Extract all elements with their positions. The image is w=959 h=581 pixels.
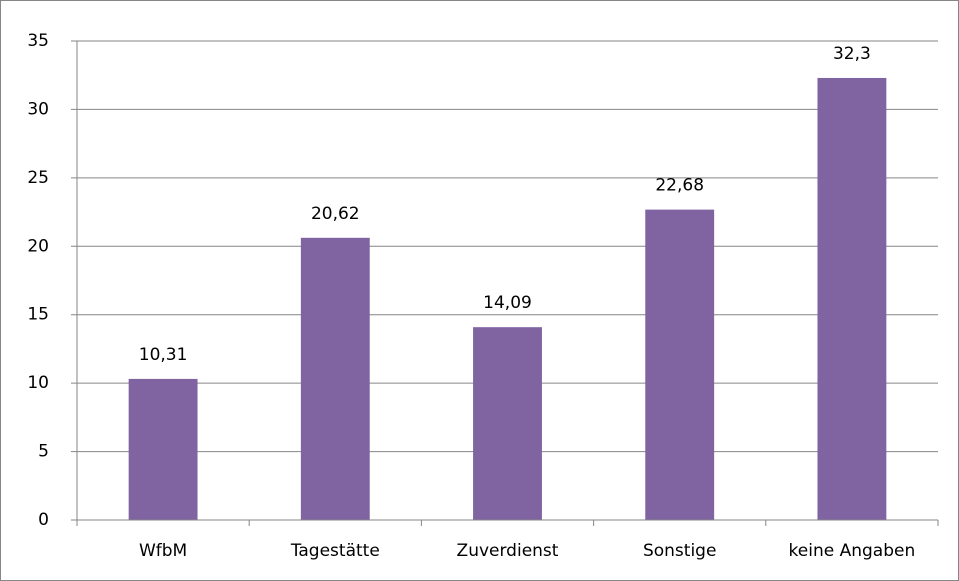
x-tick-label: WfbM [139,541,187,561]
x-tick-label: Tagestätte [290,541,380,561]
y-tick-label: 30 [27,99,49,119]
data-label: 14,09 [483,293,532,313]
y-tick-label: 0 [38,510,49,530]
y-tick-label: 35 [27,31,49,51]
y-tick-label: 20 [27,236,49,256]
bar [645,209,715,520]
x-tick-label: keine Angaben [789,541,916,561]
data-label: 22,68 [655,176,704,196]
data-label: 20,62 [311,204,360,224]
data-label: 10,31 [139,345,188,365]
x-tick-label: Sonstige [643,541,716,561]
y-tick-label: 10 [27,373,49,393]
bar [128,378,198,520]
y-tick-label: 15 [27,305,49,325]
data-label: 32,3 [833,44,871,64]
x-tick-label: Zuverdienst [457,541,559,561]
y-tick-label: 25 [27,168,49,188]
bar [300,237,370,520]
bar [473,327,542,520]
y-tick-label: 5 [38,442,49,462]
bar [817,77,887,521]
